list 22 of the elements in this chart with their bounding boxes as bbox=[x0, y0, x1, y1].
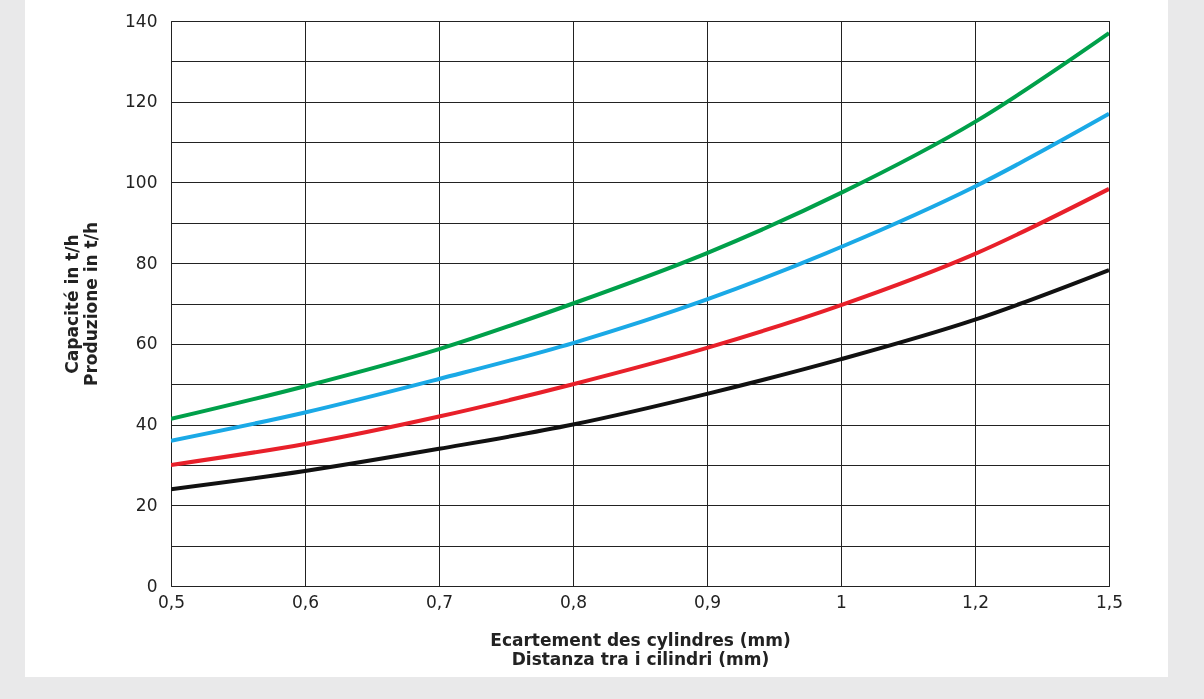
x-tick-label: 0,8 bbox=[559, 591, 588, 612]
x-axis-title: Ecartement des cylindres (mm) Distanza tra i cilindri (mm) bbox=[490, 629, 791, 669]
y-tick-label: 20 bbox=[135, 494, 158, 515]
x-tick-label: 0,5 bbox=[157, 591, 186, 612]
line-series bbox=[171, 186, 1109, 467]
line-series bbox=[171, 31, 1109, 421]
x-tick-label: 0,9 bbox=[693, 591, 722, 612]
y-tick-label: 60 bbox=[135, 333, 158, 354]
line-series bbox=[171, 268, 1109, 492]
x-tick-label: 1,5 bbox=[1095, 591, 1124, 612]
x-tick-label: 0,6 bbox=[291, 591, 320, 612]
y-tick-label: 140 bbox=[125, 10, 158, 31]
x-tick-label: 1,2 bbox=[961, 591, 990, 612]
y-tick-label: 120 bbox=[125, 91, 158, 112]
x-tick-label: 1 bbox=[836, 591, 847, 612]
y-tick-label: 40 bbox=[135, 414, 158, 435]
x-tick-label: 0,7 bbox=[425, 591, 454, 612]
y-tick-label: 0 bbox=[146, 575, 158, 596]
line-series bbox=[171, 111, 1109, 443]
y-tick-label: 100 bbox=[125, 171, 158, 192]
y-axis-title: Capacité in t/h Produzione in t/h bbox=[62, 221, 102, 387]
y-tick-label: 80 bbox=[135, 252, 158, 273]
